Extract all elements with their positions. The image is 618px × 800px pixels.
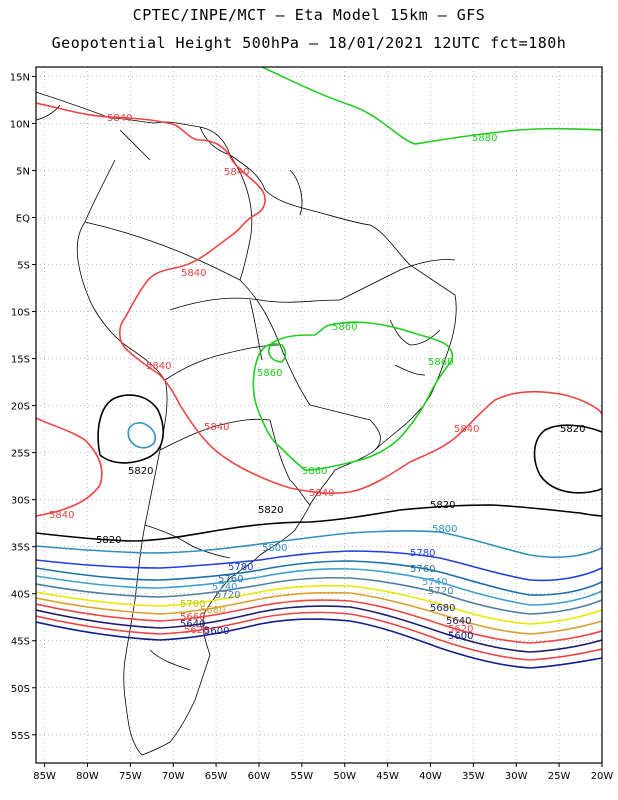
label-5820-b: 5820 xyxy=(560,424,585,435)
lat-tick-label: 40S xyxy=(11,590,30,601)
lon-tick-labels: 85W 80W 75W 70W 65W 60W 55W 50W 45W 40W 35W 30W 25W 2… xyxy=(33,763,613,782)
label-5820-d: 5820 xyxy=(258,505,283,516)
lon-tick-label: 65W xyxy=(205,771,228,782)
label-5840-d: 5840 xyxy=(146,361,171,372)
label-5720-b: 5720 xyxy=(215,590,240,601)
label-5760-b: 5760 xyxy=(218,574,243,585)
contour-5820-b xyxy=(97,394,165,464)
lon-tick-label: 35W xyxy=(462,771,485,782)
label-5780-a: 5780 xyxy=(410,548,435,559)
chart-title-line1: CPTEC/INPE/MCT – Eta Model 15km – GFS xyxy=(132,6,486,24)
lat-tick-label: EQ xyxy=(16,213,30,224)
label-5620-a: 5620 xyxy=(448,624,473,635)
contour-5800 xyxy=(36,530,602,558)
label-5600-a: 5600 xyxy=(448,631,473,642)
contour-5640 xyxy=(36,605,602,653)
label-5840-a: 5840 xyxy=(107,113,132,124)
label-5840-g: 5840 xyxy=(309,488,334,499)
contour-5620 xyxy=(36,611,602,661)
lon-tick-label: 60W xyxy=(248,771,271,782)
label-5660: 5660 xyxy=(180,612,205,623)
lat-tick-labels: 15N 10N 5N EQ 5S 10S 15S 20S 25S 30S 35S 40S 45S 50S 5… xyxy=(10,72,36,742)
label-5700: 5700 xyxy=(180,599,205,610)
contour-5780 xyxy=(36,550,602,582)
label-5840-e: 5840 xyxy=(204,422,229,433)
label-5840-h: 5840 xyxy=(49,510,74,521)
lat-tick-label: 5S xyxy=(17,261,30,272)
label-5840-c: 5840 xyxy=(181,268,206,279)
plot-frame xyxy=(35,66,603,764)
lat-tick-label: 35S xyxy=(11,543,30,554)
chart-title-line2: Geopotential Height 500hPa – 18/01/2021 … xyxy=(51,34,567,52)
contour-5700 xyxy=(36,584,602,625)
label-5600-b: 5600 xyxy=(204,626,229,637)
lat-tick-label: 10N xyxy=(10,119,30,130)
lat-tick-label: 10S xyxy=(11,308,30,319)
label-5820-c: 5820 xyxy=(430,500,455,511)
lat-tick-label: 5N xyxy=(16,166,30,177)
contour-5820-d xyxy=(127,422,157,449)
label-5840-b: 5840 xyxy=(224,167,249,178)
contour-5740 xyxy=(36,568,602,606)
lon-tick-label: 30W xyxy=(505,771,528,782)
lon-tick-label: 85W xyxy=(33,771,56,782)
label-5880: 5880 xyxy=(472,133,497,144)
label-5620-b: 5620 xyxy=(184,625,209,636)
label-5820-a: 5820 xyxy=(128,466,153,477)
label-5680-a: 5680 xyxy=(430,603,455,614)
lon-tick-label: 50W xyxy=(333,771,356,782)
label-5860-c: 5860 xyxy=(257,368,282,379)
label-5740-a: 5740 xyxy=(422,577,447,588)
lat-tick-label: 55S xyxy=(11,731,30,742)
lon-tick-label: 20W xyxy=(591,771,614,782)
contour-5660 xyxy=(36,599,602,644)
contour-lines xyxy=(36,67,602,669)
label-5640-b: 5640 xyxy=(180,619,205,630)
label-5800-b: 5800 xyxy=(262,543,287,554)
contour-5840-b xyxy=(36,417,103,517)
label-5860-a: 5860 xyxy=(332,322,357,333)
contour-5820-a xyxy=(36,504,602,542)
lon-tick-label: 45W xyxy=(376,771,399,782)
contour-5820-c xyxy=(533,424,602,494)
label-5760-a: 5760 xyxy=(410,564,435,575)
contour-5680 xyxy=(36,591,602,635)
contour-labels: 5880 5860 5860 5860 5860 5840 5840 5840 … xyxy=(49,113,585,642)
lon-tick-label: 40W xyxy=(419,771,442,782)
lat-tick-label: 45S xyxy=(11,637,30,648)
label-5840-f: 5840 xyxy=(454,424,479,435)
label-5860-b: 5860 xyxy=(428,357,453,368)
lat-tick-label: 15N xyxy=(10,72,30,83)
lon-tick-label: 80W xyxy=(76,771,99,782)
lat-tick-label: 20S xyxy=(11,402,30,413)
lon-tick-label: 70W xyxy=(162,771,185,782)
lat-tick-label: 15S xyxy=(11,355,30,366)
contour-5720 xyxy=(36,576,602,615)
lat-tick-label: 50S xyxy=(11,684,30,695)
lon-tick-label: 75W xyxy=(119,771,142,782)
lon-tick-label: 25W xyxy=(548,771,571,782)
lat-tick-label: 25S xyxy=(11,449,30,460)
label-5800-a: 5800 xyxy=(432,524,457,535)
label-5820-e: 5820 xyxy=(96,535,121,546)
contour-5840-a xyxy=(36,102,602,495)
lon-tick-label: 55W xyxy=(291,771,314,782)
label-5780-b: 5780 xyxy=(228,562,253,573)
label-5680-b: 5680 xyxy=(200,605,225,616)
label-5720-a: 5720 xyxy=(428,586,453,597)
contour-5880 xyxy=(261,67,602,145)
contour-5600 xyxy=(36,618,602,669)
label-5740-b: 5740 xyxy=(212,582,237,593)
label-5640-a: 5640 xyxy=(446,616,471,627)
label-5860-d: 5860 xyxy=(302,466,327,477)
contour-5860 xyxy=(252,321,454,471)
contour-5760 xyxy=(36,560,602,596)
lat-tick-label: 30S xyxy=(11,496,30,507)
